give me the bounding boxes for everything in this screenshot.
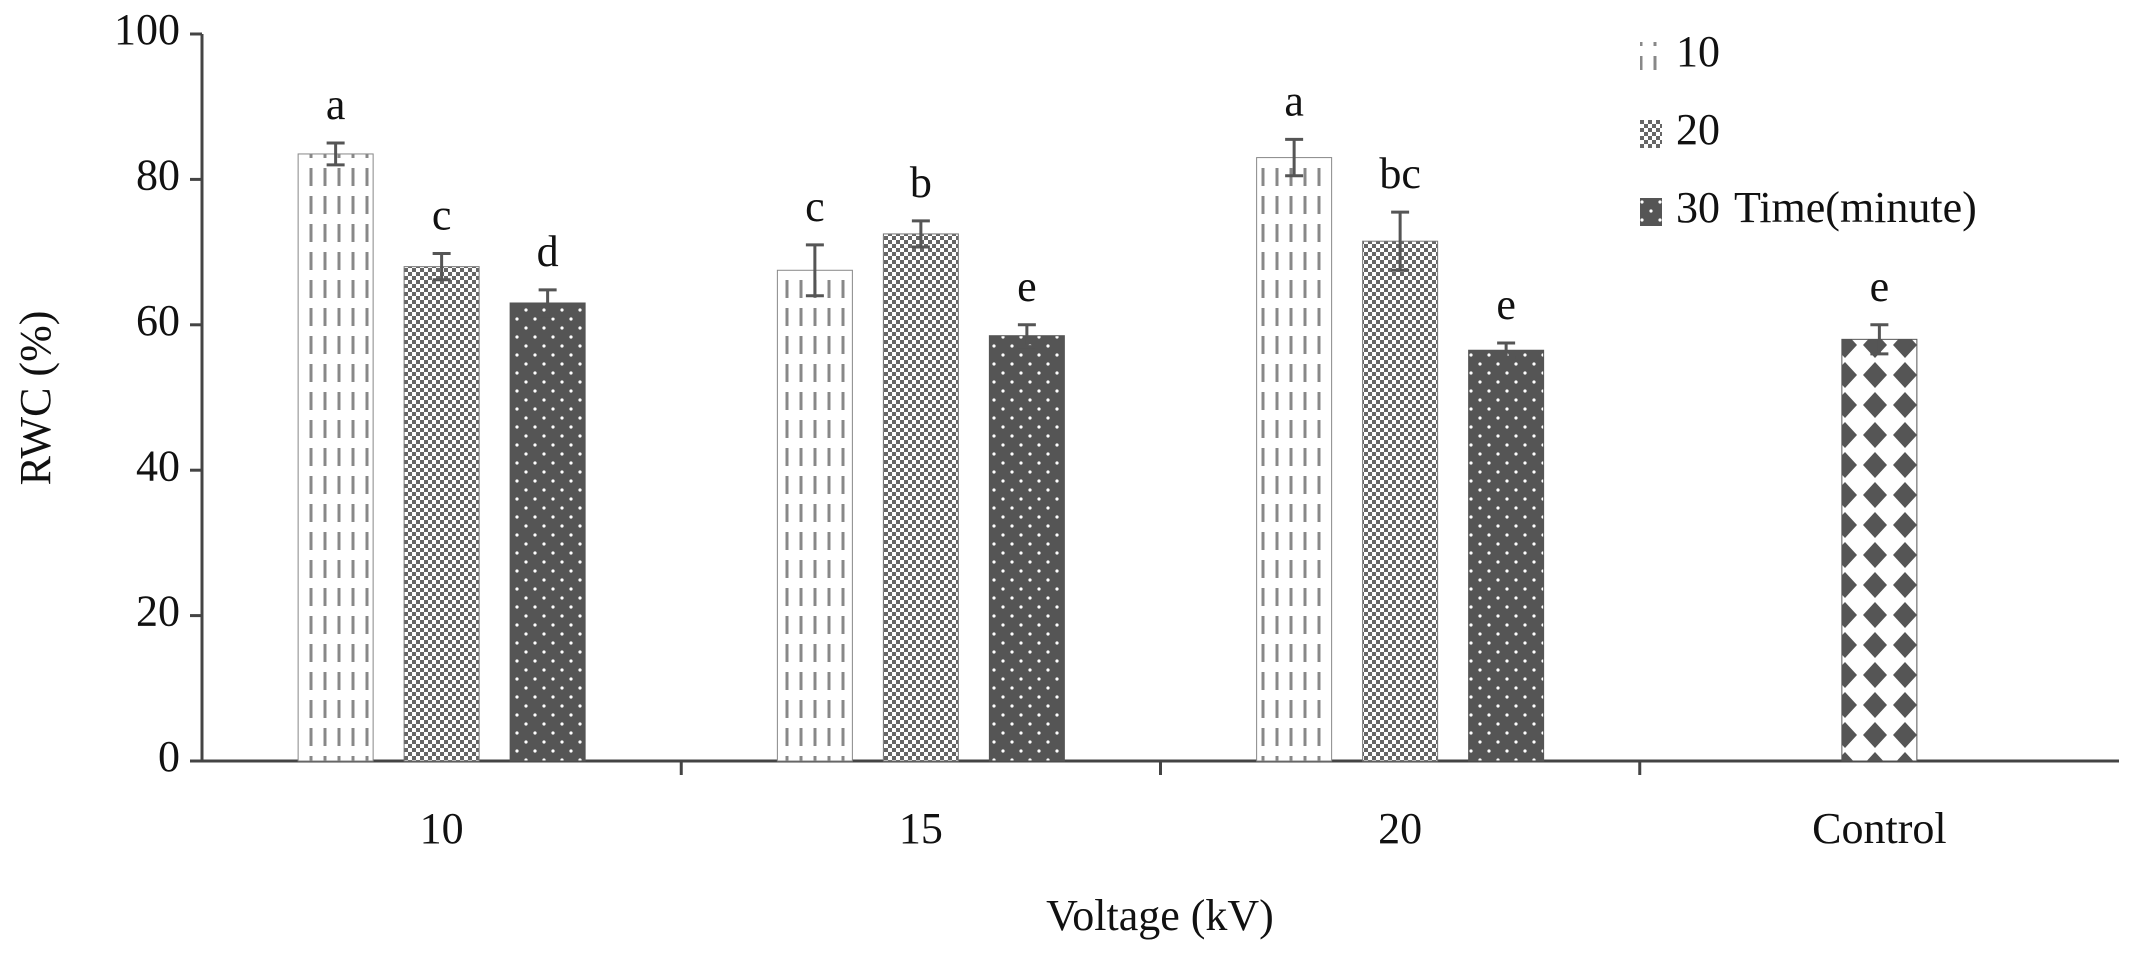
y-tick-label: 100 bbox=[114, 5, 180, 54]
legend-label: 30 bbox=[1676, 183, 1720, 232]
x-axis-label: Voltage (kV) bbox=[1046, 891, 1274, 940]
significance-label: a bbox=[1284, 77, 1304, 126]
bar bbox=[776, 269, 853, 762]
error-bar bbox=[538, 288, 557, 318]
significance-label: b bbox=[910, 158, 932, 207]
legend-swatch bbox=[1640, 120, 1662, 148]
bar bbox=[1256, 157, 1333, 762]
y-tick-label: 60 bbox=[136, 296, 180, 345]
significance-label: bc bbox=[1379, 149, 1421, 198]
bar bbox=[882, 233, 959, 762]
error-bar bbox=[1285, 137, 1304, 178]
error-bar bbox=[326, 141, 345, 167]
error-bar bbox=[1870, 323, 1889, 356]
legend-label: 20 bbox=[1676, 105, 1720, 154]
legend-swatch bbox=[1640, 198, 1662, 226]
error-bar bbox=[432, 252, 451, 282]
y-tick-label: 80 bbox=[136, 150, 180, 199]
x-tick-label: Control bbox=[1812, 804, 1946, 853]
bar bbox=[403, 266, 480, 762]
x-tick-label: 20 bbox=[1378, 804, 1422, 853]
error-bar bbox=[805, 243, 824, 298]
error-bar bbox=[1391, 210, 1410, 272]
significance-label: a bbox=[326, 80, 346, 129]
bar bbox=[1468, 349, 1545, 762]
bar bbox=[988, 335, 1065, 762]
significance-label: e bbox=[1017, 262, 1037, 311]
x-tick-label: 15 bbox=[899, 804, 943, 853]
bar bbox=[297, 153, 374, 762]
x-tick-label: 10 bbox=[420, 804, 464, 853]
error-bar bbox=[1017, 323, 1036, 349]
bar bbox=[1362, 240, 1439, 762]
error-bar bbox=[911, 219, 930, 249]
y-tick-label: 40 bbox=[136, 441, 180, 490]
bar bbox=[509, 302, 586, 762]
significance-label: d bbox=[537, 227, 559, 276]
significance-label: c bbox=[805, 182, 825, 231]
error-bar bbox=[1497, 341, 1516, 360]
significance-label: e bbox=[1496, 280, 1516, 329]
legend-swatch bbox=[1640, 42, 1662, 70]
y-tick-label: 20 bbox=[136, 587, 180, 636]
legend-title: Time(minute) bbox=[1734, 183, 1977, 232]
legend-label: 10 bbox=[1676, 27, 1720, 76]
bar bbox=[1841, 338, 1918, 762]
y-axis-label: RWC (%) bbox=[11, 311, 60, 486]
significance-label: c bbox=[432, 191, 452, 240]
y-tick-label: 0 bbox=[158, 732, 180, 781]
significance-label: e bbox=[1870, 262, 1890, 311]
